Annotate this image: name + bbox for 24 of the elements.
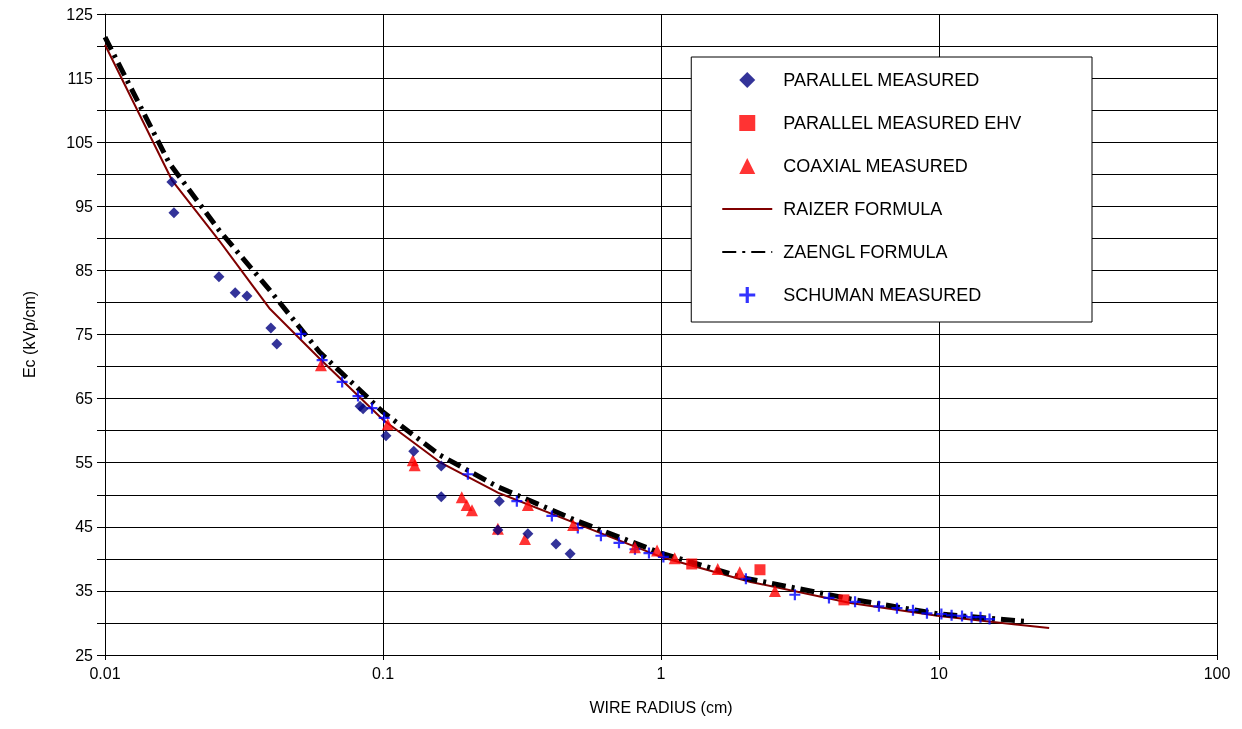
y-tick-label: 95 (75, 197, 94, 215)
legend-label: RAIZER FORMULA (783, 199, 943, 219)
x-axis-title: WIRE RADIUS (cm) (589, 698, 733, 716)
y-tick-label: 85 (75, 261, 94, 279)
legend-label: ZAENGL FORMULA (783, 242, 948, 262)
x-tick-label: 1 (656, 664, 666, 682)
legend-label: PARALLEL MEASURED EHV (783, 113, 1022, 133)
y-tick-label: 75 (75, 326, 94, 343)
legend-label: SCHUMAN MEASURED (783, 285, 982, 305)
x-tick-label: 0.1 (371, 664, 395, 682)
y-tick-label: 25 (75, 646, 94, 664)
legend-label: COAXIAL MEASURED (783, 156, 968, 176)
x-tick-label: 10 (930, 664, 948, 682)
legend-label: PARALLEL MEASURED (783, 70, 980, 90)
y-tick-label: 65 (75, 390, 94, 408)
y-tick-label: 35 (75, 582, 94, 600)
y-tick-label: 45 (75, 518, 94, 536)
y-tick-label: 125 (66, 5, 94, 23)
x-tick-label: 100 (1203, 664, 1231, 682)
y-tick-label: 55 (75, 454, 94, 472)
y-tick-label: 115 (67, 69, 94, 87)
y-axis-title: Ec (kVp/cm) (20, 290, 38, 379)
x-tick-label: 0.01 (89, 664, 121, 682)
y-tick-label: 105 (66, 133, 94, 151)
